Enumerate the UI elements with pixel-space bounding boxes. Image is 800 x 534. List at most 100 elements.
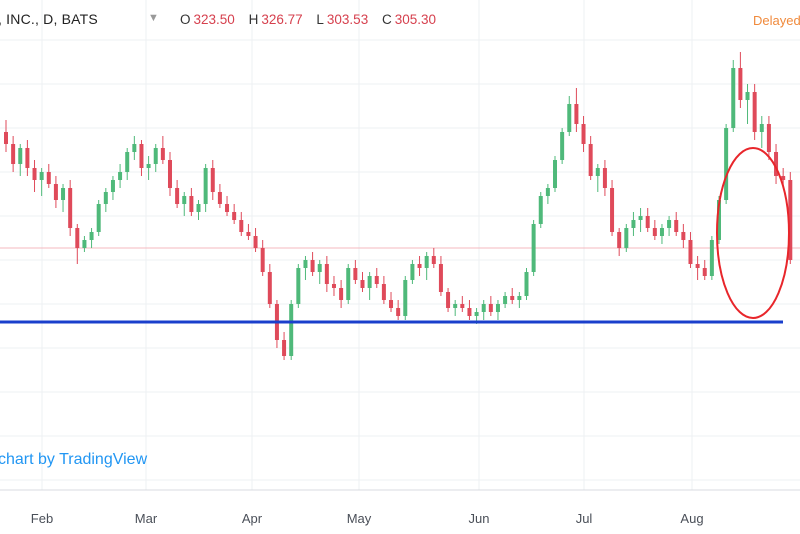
candle-body — [153, 148, 158, 164]
candle — [32, 160, 37, 192]
candle — [167, 152, 172, 196]
candle — [189, 188, 194, 216]
candle-body — [595, 168, 600, 176]
candle — [709, 236, 714, 280]
candle — [217, 184, 222, 208]
chevron-down-icon[interactable]: ▼ — [148, 12, 159, 24]
candle-body — [110, 180, 115, 192]
candle — [39, 168, 44, 196]
candle — [175, 180, 180, 208]
candle-body — [674, 220, 679, 232]
candle-body — [32, 168, 37, 180]
candle-body — [631, 220, 636, 228]
candle-body — [232, 212, 237, 220]
candle-body — [317, 264, 322, 272]
candle-body — [210, 168, 215, 192]
x-tick-label: Jun — [469, 511, 490, 526]
candle-body — [745, 92, 750, 100]
candle — [75, 224, 80, 264]
candle — [246, 224, 251, 240]
candle — [424, 252, 429, 280]
candle-body — [282, 340, 287, 356]
candle — [203, 164, 208, 212]
candle-body — [417, 264, 422, 268]
candle-body — [346, 268, 351, 300]
tradingview-watermark[interactable]: chart by TradingView — [0, 451, 148, 468]
candle-body — [766, 124, 771, 152]
candle — [588, 136, 593, 180]
candle — [617, 228, 622, 256]
candle-body — [239, 220, 244, 232]
candle-body — [659, 228, 664, 236]
candle — [360, 272, 365, 292]
candle-body — [624, 228, 629, 248]
candle-body — [574, 104, 579, 124]
x-tick-label: Jul — [576, 511, 593, 526]
candle — [96, 200, 101, 236]
candle — [667, 216, 672, 236]
candle-body — [709, 240, 714, 276]
candle — [61, 184, 66, 212]
candle-body — [118, 172, 123, 180]
candle — [331, 276, 336, 296]
candle — [681, 224, 686, 248]
candle — [239, 212, 244, 236]
candle — [225, 196, 230, 216]
candle — [453, 300, 458, 316]
candle — [774, 144, 779, 184]
candle-body — [132, 144, 137, 152]
candle — [381, 276, 386, 304]
high-value: 326.77 — [261, 12, 303, 27]
candle — [324, 256, 329, 292]
candle-body — [53, 184, 58, 200]
x-tick-label: May — [347, 511, 372, 526]
candle-body — [738, 68, 743, 100]
candle — [652, 220, 657, 240]
candle — [560, 128, 565, 164]
candle — [389, 292, 394, 312]
candle-body — [146, 164, 151, 168]
candle — [289, 300, 294, 360]
candle-body — [567, 104, 572, 132]
candle-body — [524, 272, 529, 296]
candle — [196, 200, 201, 220]
candle-body — [225, 204, 230, 212]
candle-body — [253, 236, 258, 248]
candle — [659, 224, 664, 244]
candle-body — [310, 260, 315, 272]
candle-body — [396, 308, 401, 316]
candle-body — [82, 240, 87, 248]
candle — [11, 136, 16, 172]
candle — [146, 156, 151, 180]
candle — [125, 148, 130, 180]
candle-body — [189, 196, 194, 212]
candle — [503, 292, 508, 308]
symbol-title[interactable]: , INC., D, BATS — [0, 11, 98, 27]
candle — [53, 176, 58, 208]
x-tick-label: Aug — [680, 511, 703, 526]
candle — [310, 252, 315, 276]
candle-body — [61, 188, 66, 200]
candle — [595, 164, 600, 192]
highlight-circle[interactable] — [716, 147, 790, 319]
candle — [296, 264, 301, 308]
candle — [274, 300, 279, 348]
candle-body — [139, 144, 144, 168]
candle-body — [588, 144, 593, 176]
candle — [610, 180, 615, 236]
candle-body — [553, 160, 558, 188]
candle — [410, 260, 415, 284]
candle — [339, 280, 344, 308]
candle — [367, 272, 372, 300]
grid-lines — [0, 0, 800, 490]
candle — [638, 208, 643, 232]
candle — [4, 120, 8, 152]
candle-body — [324, 264, 329, 284]
candle — [89, 228, 94, 248]
candle — [417, 256, 422, 276]
candle-body — [481, 304, 486, 312]
candle — [581, 116, 586, 152]
candle — [624, 224, 629, 252]
candle — [788, 172, 793, 264]
